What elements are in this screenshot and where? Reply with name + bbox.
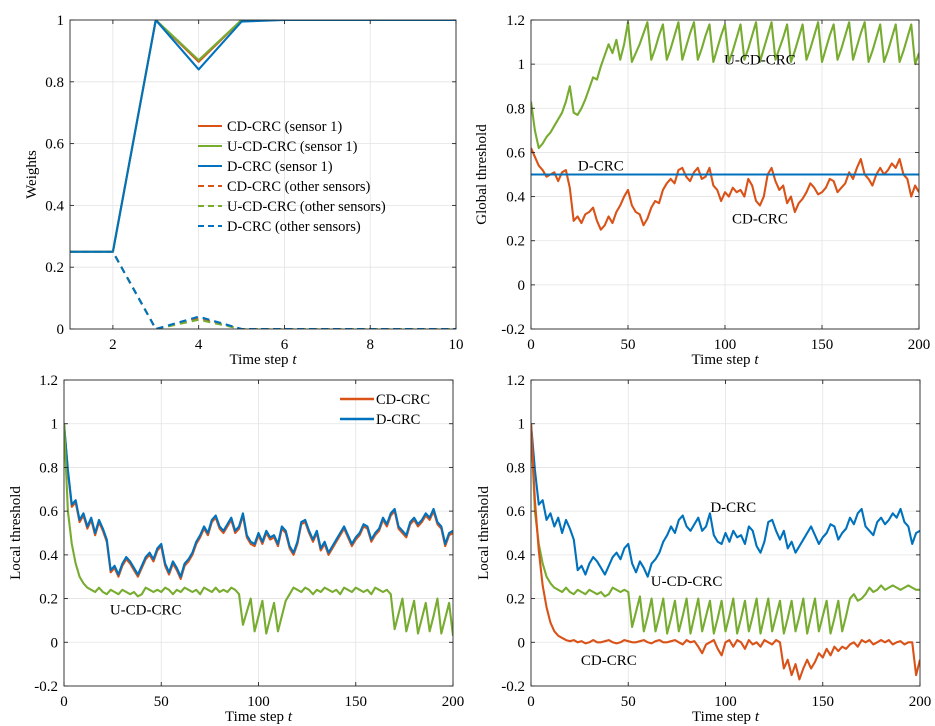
series-group: [531, 423, 920, 681]
legend-item-u-cd-crc-sensor-1: U-CD-CRC (sensor 1): [227, 139, 358, 155]
series-line-d-crc: [64, 423, 453, 578]
y-tick-label: 0.4: [506, 190, 525, 206]
x-tick-label: 8: [366, 337, 374, 353]
x-tick-label: 2: [109, 337, 117, 353]
x-tick-label: 0: [60, 694, 68, 710]
x-tick-label: 200: [909, 694, 932, 710]
y-tick-label: 0.2: [39, 592, 58, 608]
y-tick-label: 0: [57, 322, 65, 338]
legend-item-cd-crc-other-sensors: CD-CRC (other sensors): [227, 179, 371, 195]
annotation-cd-crc: CD-CRC: [732, 212, 788, 228]
y-tick-label: 1.2: [506, 13, 525, 29]
series-group: [70, 20, 456, 329]
annotation-u-cd-crc: U-CD-CRC: [110, 603, 182, 619]
x-tick-label: 50: [621, 337, 636, 353]
y-tick-label: 0.8: [506, 460, 525, 476]
x-tick-label: 4: [195, 337, 203, 353]
x-tick-label: 200: [908, 337, 931, 353]
weights-panel: 2 4 6 8 10 0 0.2 0.4 0.6 0.8 1 Time step t Weights CD…: [24, 13, 464, 368]
y-tick-label: -0.2: [501, 679, 525, 695]
x-axis-variable: t: [288, 709, 293, 725]
x-tick-label: 150: [811, 337, 834, 353]
series-line-d-crc-sensor-1: [70, 20, 456, 253]
x-axis-label: Time step t: [225, 709, 293, 725]
series-line-u-cd-crc: [64, 423, 453, 636]
y-tick-label: 1: [518, 57, 526, 73]
legend-item-d-crc: D-CRC: [376, 412, 420, 428]
y-tick-label: 0.2: [45, 260, 64, 276]
x-tick-label: 100: [247, 694, 270, 710]
y-tick-label: 0.8: [39, 460, 58, 476]
y-tick-label: 0.2: [506, 592, 525, 608]
annotation-cd-crc: CD-CRC: [581, 653, 637, 669]
x-axis-label: Time step t: [692, 352, 760, 368]
legend-item-d-crc-other-sensors: D-CRC (other sensors): [227, 219, 361, 235]
y-tick-label: -0.2: [501, 322, 525, 338]
x-tick-label: 10: [449, 337, 464, 353]
legend-item-u-cd-crc-other-sensors: U-CD-CRC (other sensors): [227, 199, 386, 215]
annotation-d-crc: D-CRC: [578, 159, 624, 175]
y-tick-label: 1.2: [39, 373, 58, 389]
y-tick-label: 0.6: [506, 145, 525, 161]
y-tick-label: 1: [57, 13, 65, 29]
x-axis-label: Time step t: [692, 709, 760, 725]
x-tick-label: 100: [714, 337, 737, 353]
y-tick-label: 0: [51, 635, 59, 651]
y-tick-label: 0: [518, 635, 526, 651]
x-tick-label: 50: [621, 694, 636, 710]
y-tick-label: 0.8: [506, 101, 525, 117]
series-line-cd-crc: [531, 423, 920, 681]
y-tick-label: 0.4: [39, 548, 58, 564]
y-tick-label: 0.8: [45, 75, 64, 91]
legend-item-cd-crc: CD-CRC: [376, 392, 430, 408]
y-axis-label: Local threshold: [476, 486, 492, 580]
y-tick-label: 0.4: [506, 548, 525, 564]
x-tick-label: 150: [345, 694, 368, 710]
x-axis-variable: t: [754, 352, 759, 368]
x-tick-label: 0: [527, 694, 535, 710]
annotation-u-cd-crc: U-CD-CRC: [724, 53, 796, 69]
y-tick-label: 0.6: [45, 137, 64, 153]
x-tick-label: 0: [527, 337, 535, 353]
legend-item-cd-crc-sensor-1: CD-CRC (sensor 1): [227, 119, 342, 135]
x-tick-label: 100: [714, 694, 737, 710]
legend: CD-CRC (sensor 1) U-CD-CRC (sensor 1) D-CR…: [198, 119, 386, 235]
y-axis-label: Weights: [24, 150, 40, 199]
series-line-u-cd-crc: [531, 21, 919, 150]
plot-area: [70, 20, 456, 329]
y-tick-label: 1: [518, 417, 526, 433]
y-tick-label: 0: [518, 278, 526, 294]
x-axis-variable: t: [755, 709, 760, 725]
y-tick-label: 1.2: [506, 373, 525, 389]
x-axis-variable: t: [292, 352, 297, 368]
series-group: [531, 21, 919, 231]
x-tick-label: 200: [442, 694, 465, 710]
legend-item-d-crc-sensor-1: D-CRC (sensor 1): [227, 159, 333, 175]
annotation-u-cd-crc: U-CD-CRC: [651, 574, 723, 590]
x-tick-label: 6: [281, 337, 289, 353]
axes-frame: [69, 19, 457, 330]
x-tick-label: 150: [812, 694, 835, 710]
annotation-d-crc: D-CRC: [710, 500, 756, 516]
y-tick-label: 0.6: [39, 504, 58, 520]
y-tick-label: -0.2: [34, 679, 58, 695]
y-axis-label: Local threshold: [8, 486, 24, 580]
series-line-d-crc: [531, 423, 920, 578]
series-group: [64, 423, 453, 636]
y-tick-label: 0.4: [45, 198, 64, 214]
legend: CD-CRC D-CRC: [340, 392, 430, 428]
x-tick-label: 50: [154, 694, 169, 710]
y-tick-label: 0.6: [506, 504, 525, 520]
series-line-d-crc-other-sensors: [70, 250, 456, 329]
series-line-u-cd-crc: [531, 423, 920, 635]
y-tick-label: 0.2: [506, 234, 525, 250]
x-axis-label: Time step t: [230, 352, 298, 368]
y-tick-label: 1: [51, 417, 59, 433]
y-axis-label: Global threshold: [474, 124, 490, 225]
